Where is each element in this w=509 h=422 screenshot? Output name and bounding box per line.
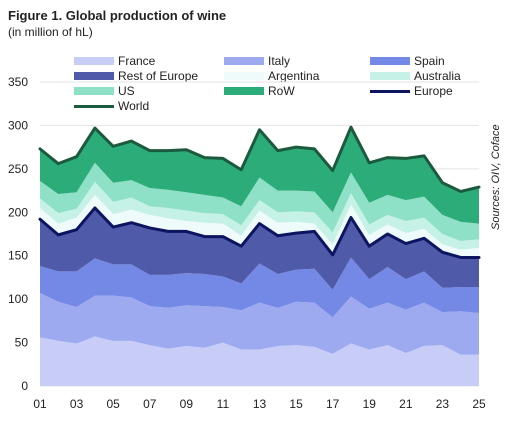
legend-swatch-rest-of-europe [74,72,114,80]
x-tick-label: 25 [472,397,486,411]
legend-swatch-argentina [224,72,264,80]
legend-label-world: World [118,99,150,113]
x-tick-label: 13 [253,397,267,411]
x-tick-label: 15 [289,397,303,411]
y-tick-label: 50 [15,336,29,350]
source-note: Sources: OIV, Coface [490,124,502,230]
line-europe [38,206,481,259]
area-us [40,162,479,241]
line-world [38,125,481,193]
legend-label-argentina: Argentina [268,69,320,83]
legend-label-row: RoW [268,84,295,98]
legend-swatch-australia [370,72,410,80]
x-tick-label: 05 [106,397,120,411]
y-tick-label: 0 [21,379,28,393]
legend-swatch-us [74,87,114,95]
x-tick-label: 09 [180,397,194,411]
legend-swatch-italy [224,57,264,65]
area-spain [40,257,479,318]
x-tick-label: 01 [33,397,47,411]
legend-swatch-world [74,105,114,108]
chart-subtitle: (in million of hL) [8,25,93,39]
x-tick-label: 23 [436,397,450,411]
x-tick-label: 17 [326,397,340,411]
x-tick-label: 03 [70,397,84,411]
legend-swatch-spain [370,57,410,65]
legend-label-us: US [118,84,135,98]
area-argentina [40,194,479,258]
legend-swatch-row [224,87,264,95]
stacked-areas [40,127,479,386]
x-tick-label: 21 [399,397,413,411]
legend-label-spain: Spain [414,54,445,68]
y-tick-label: 250 [8,162,28,176]
total-lines [38,125,481,259]
y-axis: 0 50 100 150 200 250 300 350 [8,75,28,393]
legend-swatch-france [74,57,114,65]
legend-label-australia: Australia [414,69,461,83]
x-axis: 01 03 05 07 09 11 13 15 17 19 21 23 25 [33,397,486,411]
y-tick-label: 300 [8,118,28,132]
y-tick-label: 150 [8,249,28,263]
y-tick-label: 350 [8,75,28,89]
legend-label-france: France [118,54,156,68]
y-tick-label: 200 [8,205,28,219]
chart-title: Figure 1. Global production of wine [8,8,227,23]
legend-label-europe: Europe [414,84,453,98]
area-australia [40,181,479,250]
legend-label-italy: Italy [268,54,291,68]
y-tick-label: 100 [8,292,28,306]
x-tick-label: 11 [217,397,230,411]
legend-label-rest-of-europe: Rest of Europe [118,69,199,83]
area-france [40,336,479,386]
x-tick-label: 07 [143,397,157,411]
area-italy [40,293,479,355]
legend-swatch-europe [370,90,410,93]
x-tick-label: 19 [363,397,377,411]
